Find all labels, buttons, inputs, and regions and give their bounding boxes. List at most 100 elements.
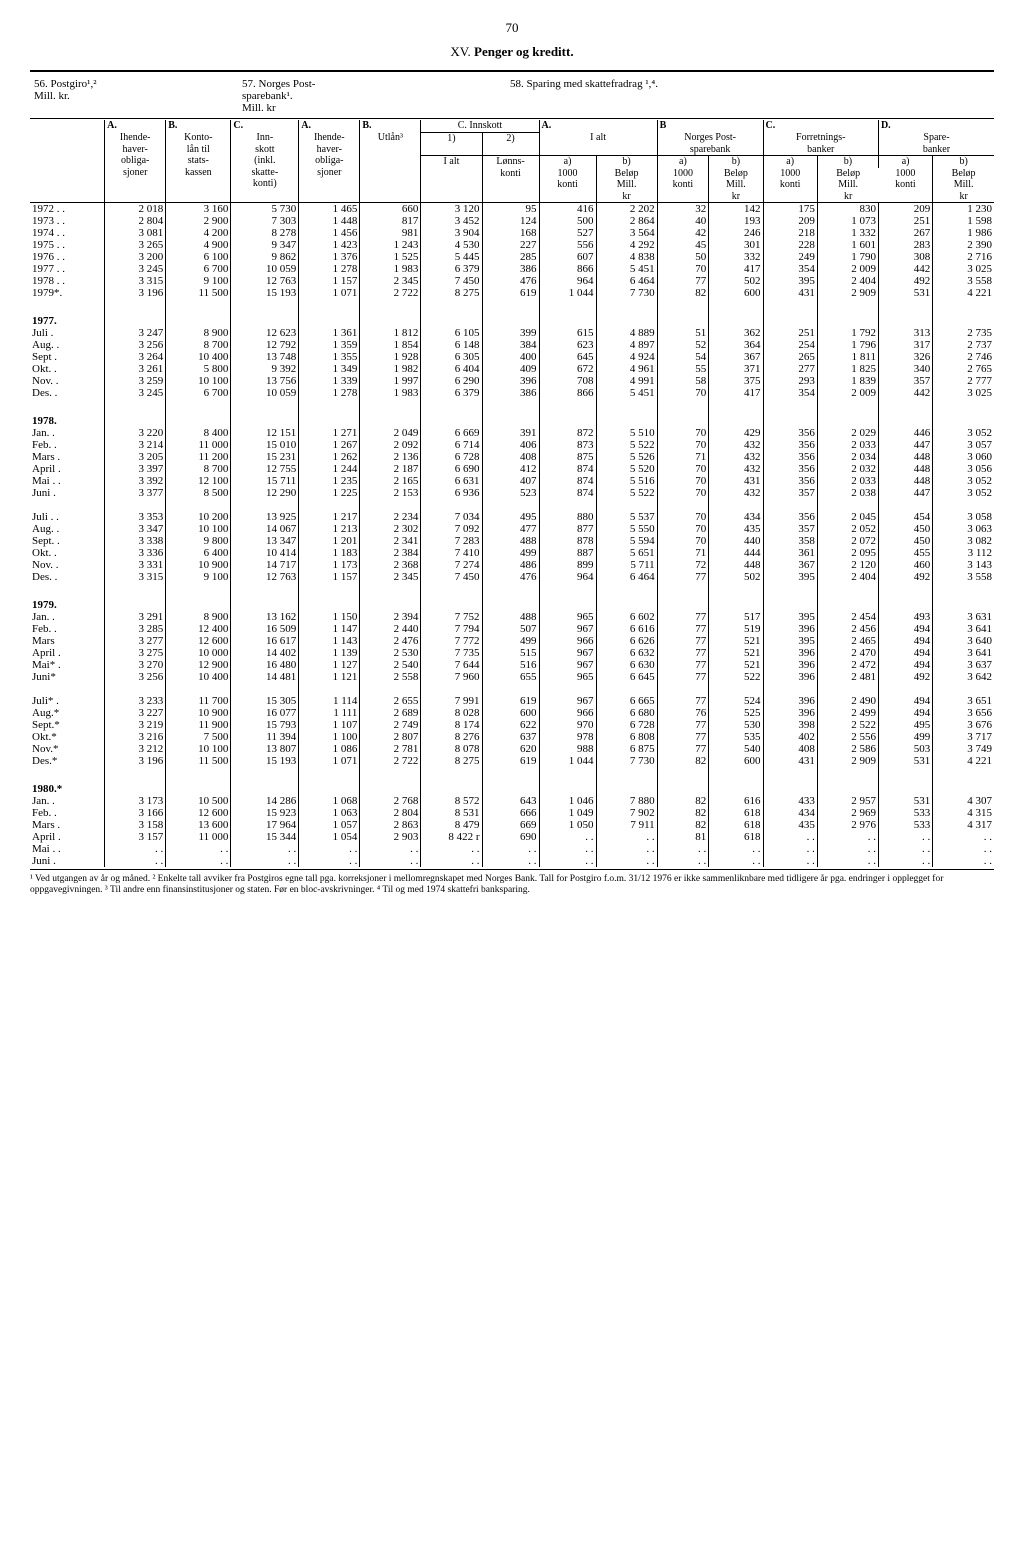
cell: 13 807 <box>231 743 299 755</box>
cell: . . <box>482 855 539 867</box>
cell: 6 665 <box>596 695 657 707</box>
row-label: Juli . <box>30 327 105 339</box>
cell: 1 213 <box>299 523 360 535</box>
row-label: Mai* . <box>30 659 105 671</box>
cell: 5 651 <box>596 547 657 559</box>
table-row: Aug. .3 34710 10014 0671 2132 3027 09247… <box>30 523 994 535</box>
cell: 9 862 <box>231 251 299 263</box>
cell: 358 <box>763 535 817 547</box>
table-row: Juni*3 25610 40014 4811 1212 5587 960655… <box>30 671 994 683</box>
cell: 2 187 <box>360 463 421 475</box>
cell: 356 <box>763 475 817 487</box>
cell: 396 <box>763 623 817 635</box>
cell: 168 <box>482 227 539 239</box>
table-row: Sept. .3 3389 80013 3471 2012 3417 28348… <box>30 535 994 547</box>
row-label: Okt. . <box>30 363 105 375</box>
cell: 246 <box>709 227 763 239</box>
cell: 2 490 <box>817 695 878 707</box>
cell: 3 397 <box>105 463 166 475</box>
row-label: 1975 . . <box>30 239 105 251</box>
cell: 2 530 <box>360 647 421 659</box>
cell: 444 <box>709 547 763 559</box>
cell: 7 092 <box>421 523 482 535</box>
cell: 396 <box>763 695 817 707</box>
cell: 7 730 <box>596 755 657 767</box>
cell: . . <box>360 855 421 867</box>
cell: 3 651 <box>933 695 994 707</box>
cell: 1 217 <box>299 511 360 523</box>
cell: 7 902 <box>596 807 657 819</box>
cell: 9 347 <box>231 239 299 251</box>
cell: 3 640 <box>933 635 994 647</box>
cell: 10 414 <box>231 547 299 559</box>
row-label: Nov.* <box>30 743 105 755</box>
cell: 2 655 <box>360 695 421 707</box>
cell: 643 <box>482 795 539 807</box>
cell: 11 000 <box>166 831 231 843</box>
cell: 1 050 <box>539 819 596 831</box>
cell: 3 143 <box>933 559 994 571</box>
cell: 1 173 <box>299 559 360 571</box>
cell: 460 <box>878 559 932 571</box>
cell: 708 <box>539 375 596 387</box>
cell: 521 <box>709 659 763 671</box>
cell: 618 <box>709 807 763 819</box>
cell: 965 <box>539 671 596 683</box>
cell: 142 <box>709 203 763 216</box>
cell: 1 465 <box>299 203 360 216</box>
cell: 4 991 <box>596 375 657 387</box>
cell: 2 052 <box>817 523 878 535</box>
row-label: Feb. . <box>30 807 105 819</box>
cell: 12 900 <box>166 659 231 671</box>
cell: 2 136 <box>360 451 421 463</box>
cell: 899 <box>539 559 596 571</box>
cell: 395 <box>763 611 817 623</box>
cell: 2 476 <box>360 635 421 647</box>
cell: 313 <box>878 327 932 339</box>
cell: 8 276 <box>421 731 482 743</box>
cell: 1 127 <box>299 659 360 671</box>
cell: 6 645 <box>596 671 657 683</box>
row-label: Mai . . <box>30 843 105 855</box>
cell: 616 <box>709 795 763 807</box>
cell: 2 033 <box>817 439 878 451</box>
cell: 42 <box>657 227 709 239</box>
cell: 17 964 <box>231 819 299 831</box>
cell: 7 991 <box>421 695 482 707</box>
cell: 3 205 <box>105 451 166 463</box>
cell: 12 400 <box>166 623 231 635</box>
cell: 2 481 <box>817 671 878 683</box>
cell: 2 092 <box>360 439 421 451</box>
cell: 3 173 <box>105 795 166 807</box>
cell: 966 <box>539 635 596 647</box>
cell: 527 <box>539 227 596 239</box>
cell: 11 900 <box>166 719 231 731</box>
cell: 15 193 <box>231 755 299 767</box>
cell: 228 <box>763 239 817 251</box>
cell: 4 838 <box>596 251 657 263</box>
cell: 12 151 <box>231 427 299 439</box>
cell: 11 200 <box>166 451 231 463</box>
table-row: April .3 27510 00014 4021 1392 5307 7355… <box>30 647 994 659</box>
cell: 531 <box>878 795 932 807</box>
cell: 4 307 <box>933 795 994 807</box>
cell: 432 <box>709 463 763 475</box>
cell: 71 <box>657 451 709 463</box>
cell: 3 676 <box>933 719 994 731</box>
cell: 448 <box>878 451 932 463</box>
cell: 874 <box>539 487 596 499</box>
cell: 3 637 <box>933 659 994 671</box>
cell: 7 450 <box>421 571 482 583</box>
cell: 442 <box>878 263 932 275</box>
cell: . . <box>933 831 994 843</box>
cell: 8 174 <box>421 719 482 731</box>
cell: 251 <box>763 327 817 339</box>
cell: 1 157 <box>299 571 360 583</box>
cell: 2 404 <box>817 571 878 583</box>
cell: 2 903 <box>360 831 421 843</box>
cell: 10 100 <box>166 743 231 755</box>
cell: 395 <box>763 571 817 583</box>
cell: 1 601 <box>817 239 878 251</box>
cell: 1 349 <box>299 363 360 375</box>
cell: 3 056 <box>933 463 994 475</box>
